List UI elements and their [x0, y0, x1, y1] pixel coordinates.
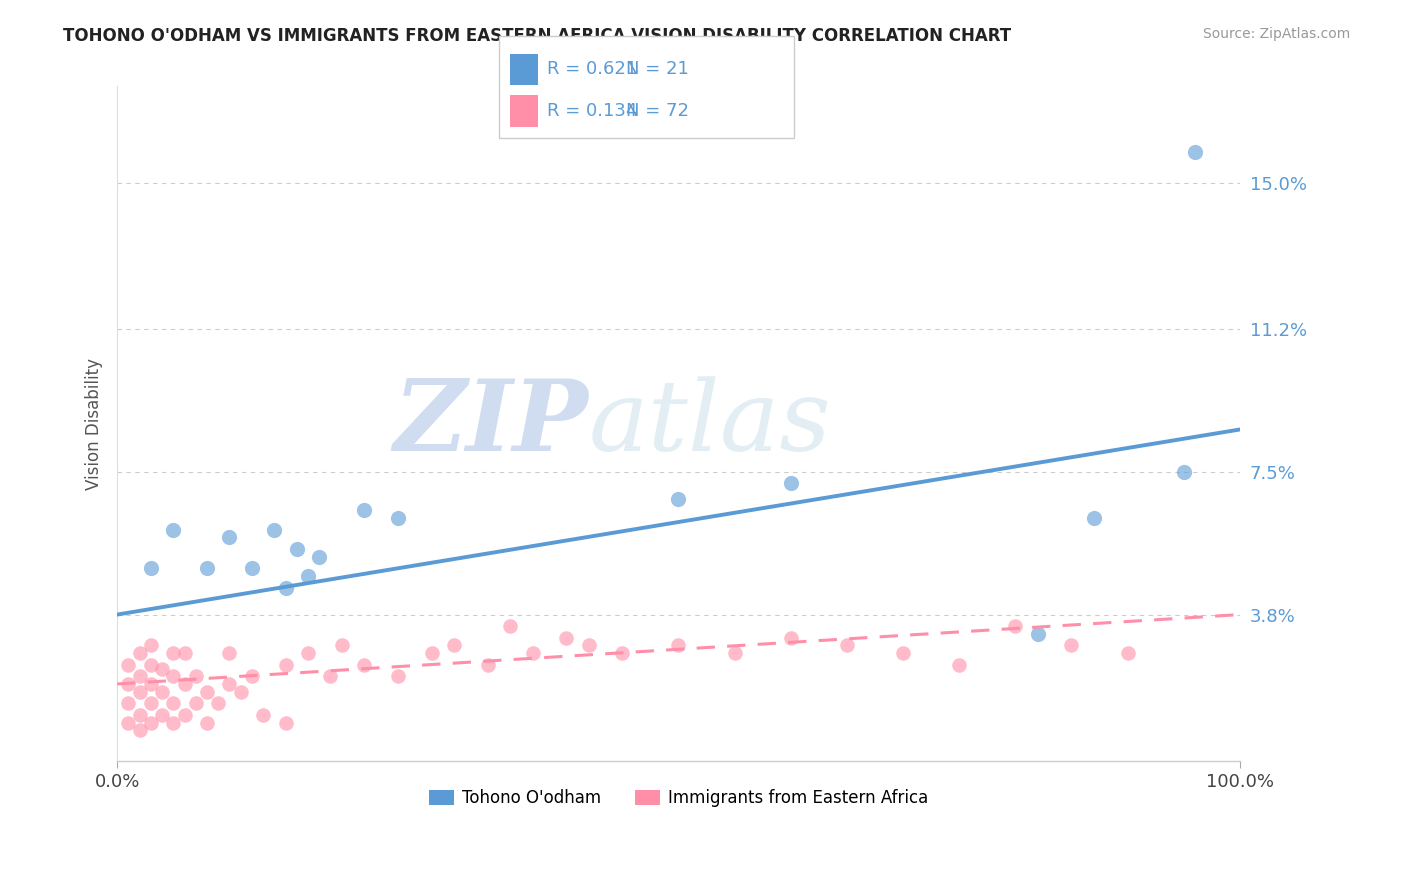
- Point: [240, 669, 263, 683]
- Point: [162, 669, 184, 683]
- Point: [578, 639, 600, 653]
- Point: [353, 503, 375, 517]
- Point: [522, 646, 544, 660]
- Point: [139, 696, 162, 710]
- Point: [779, 476, 801, 491]
- Point: [128, 684, 150, 698]
- Point: [387, 669, 409, 683]
- Point: [173, 677, 195, 691]
- Point: [477, 657, 499, 672]
- Point: [387, 511, 409, 525]
- Point: [319, 669, 342, 683]
- Point: [274, 657, 297, 672]
- Point: [162, 646, 184, 660]
- Point: [162, 696, 184, 710]
- Point: [117, 715, 139, 730]
- Point: [948, 657, 970, 672]
- Y-axis label: Vision Disability: Vision Disability: [86, 358, 103, 490]
- Point: [274, 581, 297, 595]
- Text: N = 21: N = 21: [626, 60, 689, 78]
- Point: [1184, 145, 1206, 159]
- Point: [274, 715, 297, 730]
- Text: R = 0.134: R = 0.134: [547, 103, 637, 120]
- Point: [218, 531, 240, 545]
- Point: [229, 684, 252, 698]
- Point: [218, 646, 240, 660]
- Point: [139, 639, 162, 653]
- Text: N = 72: N = 72: [626, 103, 689, 120]
- Point: [128, 669, 150, 683]
- Point: [1004, 619, 1026, 633]
- Point: [128, 723, 150, 738]
- Point: [668, 491, 690, 506]
- Point: [330, 639, 353, 653]
- Point: [835, 639, 858, 653]
- Point: [891, 646, 914, 660]
- Point: [308, 549, 330, 564]
- Point: [612, 646, 634, 660]
- Point: [162, 523, 184, 537]
- Text: Source: ZipAtlas.com: Source: ZipAtlas.com: [1202, 27, 1350, 41]
- Point: [195, 715, 218, 730]
- Point: [240, 561, 263, 575]
- Point: [779, 631, 801, 645]
- Text: ZIP: ZIP: [394, 376, 589, 472]
- Point: [207, 696, 229, 710]
- Point: [150, 707, 173, 722]
- Point: [195, 561, 218, 575]
- Legend: Tohono O'odham, Immigrants from Eastern Africa: Tohono O'odham, Immigrants from Eastern …: [422, 782, 935, 814]
- Point: [1083, 511, 1105, 525]
- Point: [668, 639, 690, 653]
- Point: [195, 684, 218, 698]
- Point: [297, 646, 319, 660]
- Point: [173, 707, 195, 722]
- Point: [443, 639, 465, 653]
- Text: TOHONO O'ODHAM VS IMMIGRANTS FROM EASTERN AFRICA VISION DISABILITY CORRELATION C: TOHONO O'ODHAM VS IMMIGRANTS FROM EASTER…: [63, 27, 1011, 45]
- Point: [117, 696, 139, 710]
- Point: [420, 646, 443, 660]
- Point: [353, 657, 375, 672]
- Point: [139, 561, 162, 575]
- Point: [1060, 639, 1083, 653]
- Point: [263, 523, 285, 537]
- Point: [117, 657, 139, 672]
- Point: [150, 684, 173, 698]
- Text: R = 0.621: R = 0.621: [547, 60, 637, 78]
- Point: [128, 646, 150, 660]
- Point: [139, 715, 162, 730]
- Point: [723, 646, 745, 660]
- Point: [285, 541, 308, 556]
- Point: [139, 657, 162, 672]
- Point: [150, 661, 173, 675]
- Point: [252, 707, 274, 722]
- Point: [184, 669, 207, 683]
- Point: [117, 677, 139, 691]
- Point: [1173, 465, 1195, 479]
- Point: [139, 677, 162, 691]
- Point: [1026, 627, 1049, 641]
- Point: [555, 631, 578, 645]
- Point: [297, 569, 319, 583]
- Text: atlas: atlas: [589, 376, 831, 471]
- Point: [218, 677, 240, 691]
- Point: [162, 715, 184, 730]
- Point: [128, 707, 150, 722]
- Point: [184, 696, 207, 710]
- Point: [173, 646, 195, 660]
- Point: [499, 619, 522, 633]
- Point: [1116, 646, 1139, 660]
